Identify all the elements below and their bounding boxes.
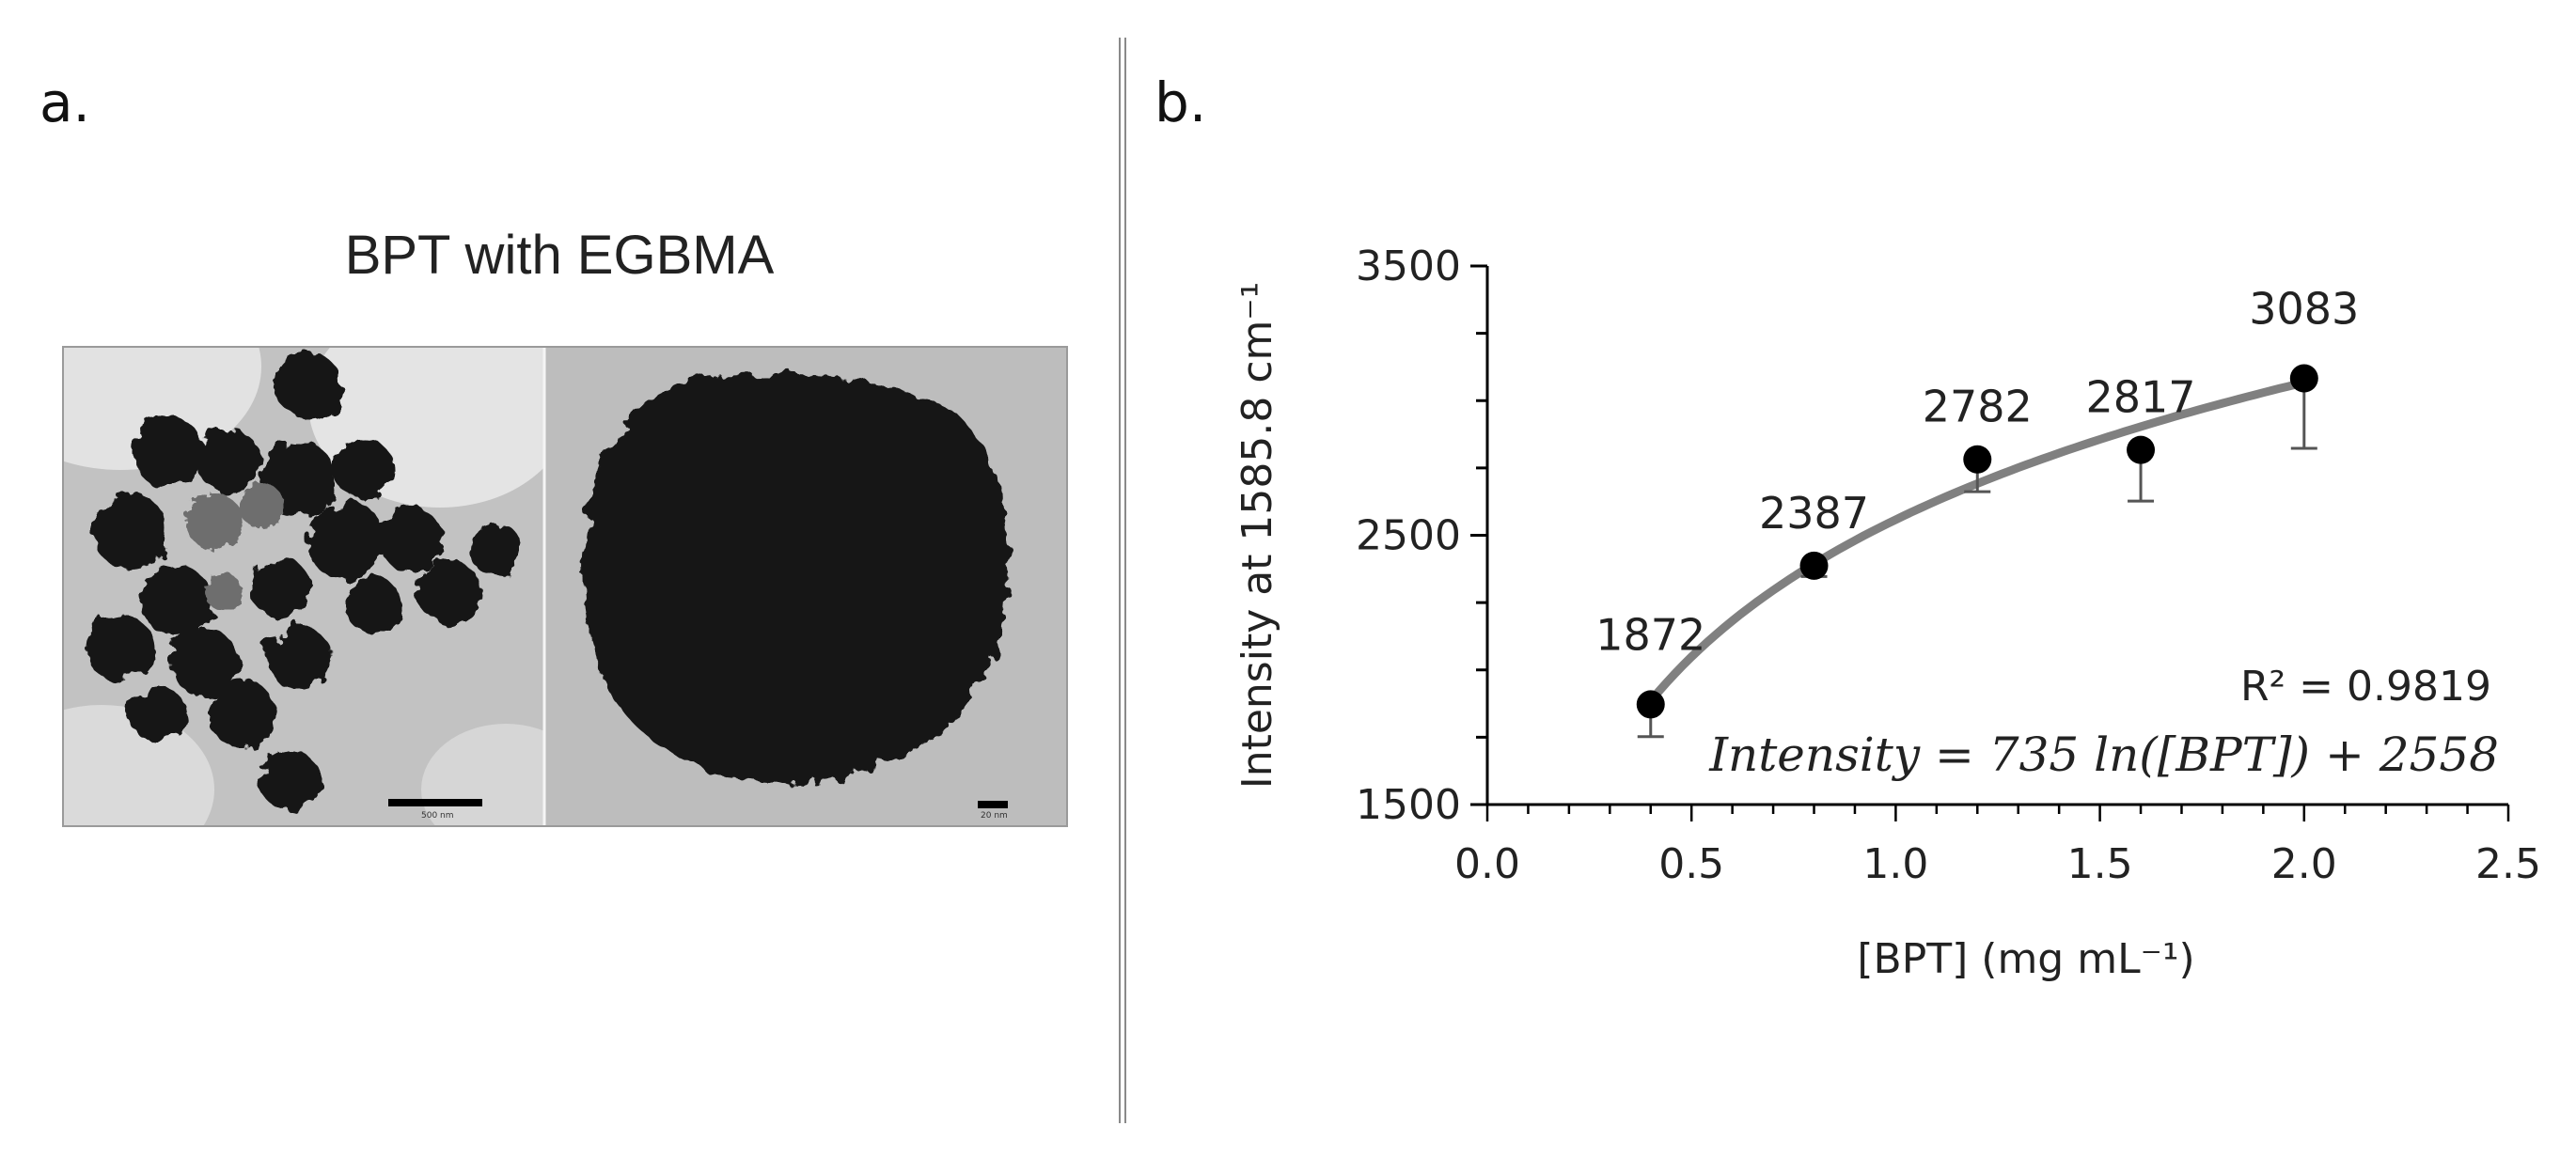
x-axis-label: [BPT] (mg mL⁻¹) (1857, 935, 2194, 983)
x-tick-label: 0.5 (1658, 840, 1724, 888)
y-tick-label: 1500 (1356, 781, 1461, 829)
data-label: 1872 (1595, 609, 1705, 660)
panel-a-label: a. (39, 70, 90, 134)
panel-divider (1119, 38, 1126, 1123)
data-point (2289, 364, 2318, 393)
x-tick-label: 2.0 (2271, 840, 2337, 888)
intensity-chart: 1500 2500 3500 0.0 0.5 1.0 1.5 2.0 2.5 1872 2387 2… (1233, 242, 2541, 983)
tem-micrograph-svg: 500 nm 20 nm (64, 348, 1066, 825)
data-point (1963, 445, 1992, 474)
data-point (1799, 551, 1829, 580)
panel-b-label: b. (1154, 70, 1207, 134)
tem-micrograph: 500 nm 20 nm (62, 346, 1068, 827)
data-point (2127, 435, 2156, 464)
y-axis-label: Intensity at 1585.8 cm⁻¹ (1233, 282, 1281, 790)
data-label: 2387 (1759, 488, 1869, 539)
x-tick-label: 0.0 (1454, 840, 1520, 888)
data-labels-group: 1872 2387 2782 2817 3083 (1595, 283, 2359, 660)
data-label: 3083 (2249, 283, 2359, 334)
tem-left-image: 500 nm (64, 348, 590, 825)
x-tick-label: 1.0 (1862, 840, 1928, 888)
fit-equation-label: Intensity = 735 ln([BPT]) + 2558 (1708, 727, 2499, 782)
data-points-group (1636, 364, 2318, 719)
chart-axes: 1500 2500 3500 0.0 0.5 1.0 1.5 2.0 2.5 (1356, 242, 2541, 888)
tem-title: BPT with EGBMA (344, 225, 775, 286)
y-tick-label: 2500 (1356, 512, 1461, 560)
y-tick-label: 3500 (1356, 242, 1461, 290)
r-squared-label: R² = 0.9819 (2240, 663, 2491, 711)
tem-right-image: 20 nm (542, 348, 1066, 825)
tem-left-scalebar-label: 500 nm (421, 811, 454, 821)
x-tick-label: 2.5 (2475, 840, 2541, 888)
tem-right-scalebar-label: 20 nm (981, 811, 1008, 821)
data-label: 2817 (2086, 372, 2196, 423)
data-label: 2782 (1923, 382, 2033, 432)
data-point (1636, 690, 1665, 719)
x-tick-label: 1.5 (2067, 840, 2133, 888)
